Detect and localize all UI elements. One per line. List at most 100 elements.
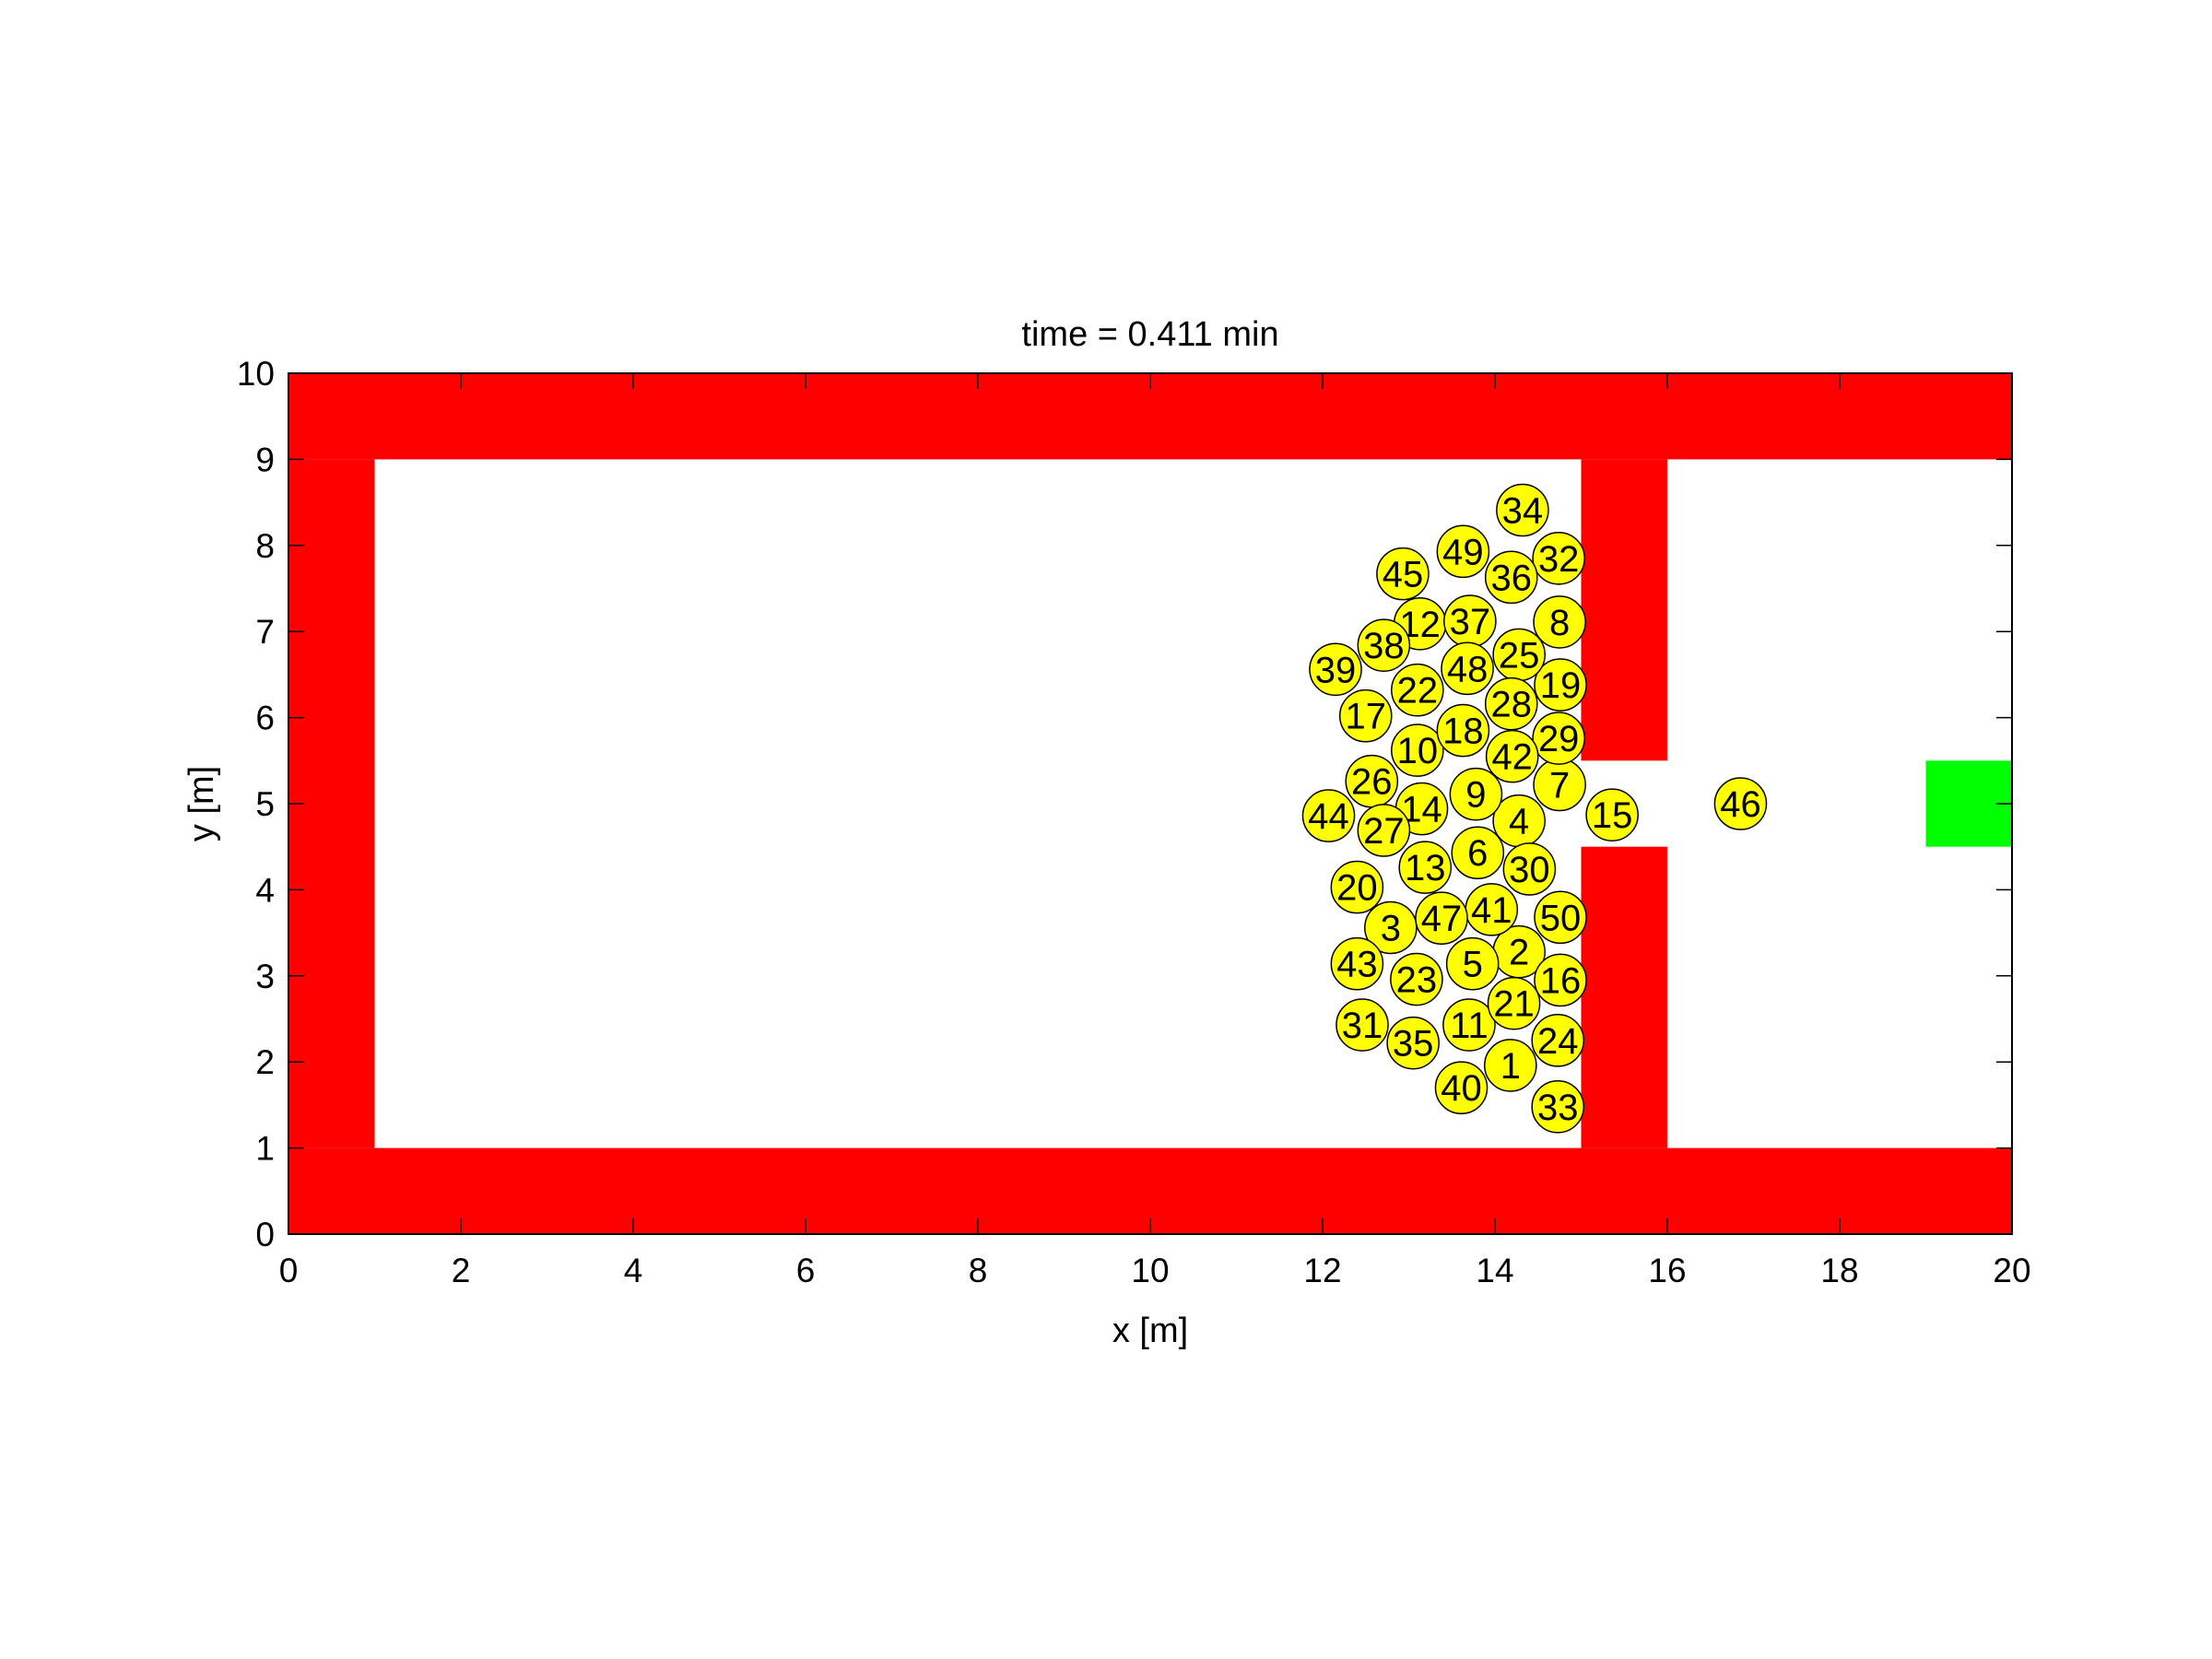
x-tick-label: 16 — [1648, 1252, 1686, 1289]
agent-35: 35 — [1386, 1016, 1440, 1070]
agent-27: 27 — [1357, 804, 1411, 857]
agent-marker — [1502, 842, 1557, 896]
agent-marker — [1357, 618, 1411, 672]
agent-label: 24 — [1537, 1021, 1579, 1062]
agent-23: 23 — [1390, 952, 1443, 1006]
agent-label: 27 — [1363, 811, 1405, 852]
agent-marker — [1436, 524, 1490, 579]
agent-19: 19 — [1534, 658, 1587, 712]
agent-marker — [1441, 641, 1494, 696]
y-axis-label: y [m] — [182, 766, 221, 841]
y-tick-label: 3 — [255, 958, 275, 995]
agent-label: 38 — [1363, 626, 1405, 666]
agent-marker — [1487, 976, 1541, 1030]
agent-36: 36 — [1484, 550, 1538, 605]
agent-25: 25 — [1492, 628, 1546, 682]
agent-marker — [1531, 1014, 1585, 1067]
agent-label: 9 — [1465, 775, 1486, 816]
agent-marker — [1390, 952, 1443, 1006]
agent-label: 40 — [1441, 1068, 1482, 1109]
agent-label: 2 — [1509, 933, 1529, 973]
agent-label: 34 — [1502, 491, 1544, 532]
agent-label: 42 — [1491, 737, 1533, 778]
agent-label: 49 — [1442, 532, 1484, 572]
agent-label: 7 — [1549, 765, 1570, 806]
agent-1: 1 — [1484, 1039, 1537, 1092]
agent-label: 11 — [1450, 1006, 1488, 1046]
agent-16: 16 — [1534, 953, 1587, 1007]
x-tick-label: 10 — [1131, 1252, 1169, 1289]
agent-label: 43 — [1336, 945, 1378, 985]
agent-label: 5 — [1463, 945, 1483, 985]
agent-marker — [1330, 860, 1384, 914]
plot-title: time = 0.411 min — [1021, 315, 1278, 354]
agent-marker — [1532, 712, 1585, 765]
x-tick-label: 4 — [624, 1252, 643, 1289]
agent-33: 33 — [1531, 1079, 1585, 1134]
agent-41: 41 — [1465, 883, 1519, 936]
agent-marker — [1484, 1039, 1537, 1092]
agent-label: 21 — [1493, 984, 1535, 1025]
agent-20: 20 — [1330, 860, 1384, 914]
agent-label: 16 — [1540, 960, 1582, 1001]
y-tick-label: 7 — [255, 613, 275, 651]
agent-label: 48 — [1447, 649, 1488, 689]
agent-marker — [1391, 724, 1444, 777]
agent-marker — [1534, 658, 1587, 712]
agent-marker — [1398, 841, 1453, 894]
agent-marker — [1484, 550, 1538, 605]
agent-label: 41 — [1471, 890, 1512, 931]
agent-label: 33 — [1537, 1088, 1579, 1128]
agent-label: 19 — [1540, 665, 1582, 706]
agent-6: 6 — [1451, 826, 1505, 880]
agent-48: 48 — [1441, 641, 1494, 696]
x-tick-label: 8 — [969, 1252, 988, 1289]
agent-marker — [1357, 804, 1411, 857]
agent-46: 46 — [1713, 777, 1768, 830]
agent-marker — [1364, 900, 1418, 955]
agent-marker — [1436, 703, 1490, 758]
agent-marker — [1442, 998, 1496, 1052]
y-tick-label: 8 — [255, 527, 275, 565]
agent-38: 38 — [1357, 618, 1411, 672]
x-axis-label: x [m] — [1112, 1312, 1188, 1350]
walls-layer — [288, 373, 2012, 1234]
agent-26: 26 — [1345, 754, 1399, 808]
agent-marker — [1391, 663, 1444, 717]
agent-30: 30 — [1502, 842, 1557, 896]
agent-15: 15 — [1585, 788, 1639, 841]
agent-17: 17 — [1338, 688, 1393, 743]
agent-43: 43 — [1330, 936, 1384, 991]
x-tick-label: 2 — [452, 1252, 471, 1289]
agent-marker — [1484, 677, 1538, 731]
agent-24: 24 — [1531, 1014, 1585, 1067]
agent-label: 37 — [1450, 602, 1491, 642]
y-tick-label: 10 — [237, 355, 275, 393]
agent-label: 30 — [1509, 850, 1550, 890]
x-tick-label: 14 — [1476, 1252, 1513, 1289]
y-tick-label: 4 — [255, 871, 275, 909]
agent-label: 35 — [1393, 1024, 1434, 1065]
agent-label: 47 — [1421, 899, 1463, 939]
y-tick-label: 5 — [255, 785, 275, 823]
agent-label: 22 — [1397, 671, 1439, 712]
agent-2: 2 — [1492, 924, 1546, 979]
agent-22: 22 — [1391, 663, 1444, 717]
agent-marker — [1415, 891, 1468, 946]
y-tick-label: 6 — [255, 700, 275, 737]
agent-13: 13 — [1398, 841, 1453, 894]
agent-label: 45 — [1382, 555, 1424, 595]
agent-9: 9 — [1449, 767, 1503, 821]
agent-marker — [1533, 595, 1586, 649]
agent-marker — [1534, 890, 1587, 945]
agent-marker — [1585, 788, 1639, 841]
agent-marker — [1376, 547, 1430, 601]
agent-label: 3 — [1381, 908, 1401, 948]
agent-50: 50 — [1534, 890, 1587, 945]
agent-40: 40 — [1434, 1061, 1488, 1115]
agent-32: 32 — [1532, 532, 1585, 585]
agent-39: 39 — [1309, 642, 1362, 697]
agent-47: 47 — [1415, 891, 1468, 946]
